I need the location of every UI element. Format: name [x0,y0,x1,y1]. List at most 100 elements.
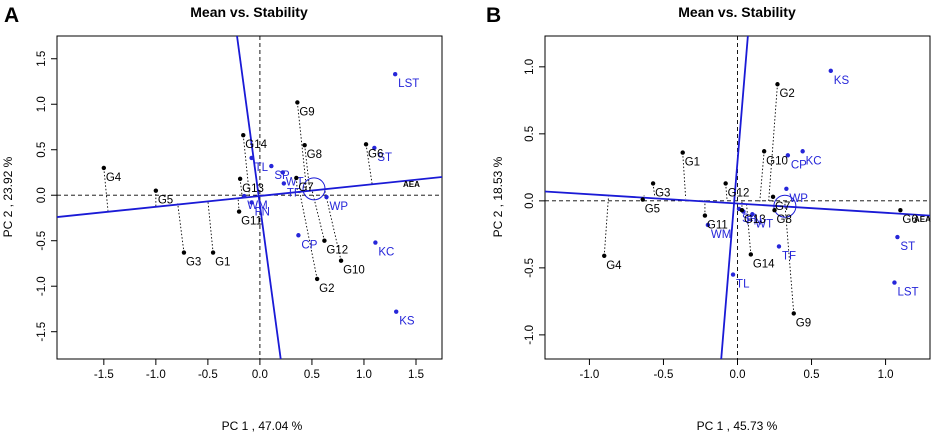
genotype-label-g7: G7 [298,182,313,194]
genotype-label-g6: G6 [902,214,917,226]
projection-line-g9 [296,102,308,191]
genotype-point-g5 [640,197,645,202]
genotype-point-g2 [314,276,320,282]
ideal-genotype-circle [773,194,797,218]
genotype-label-g2: G2 [779,88,794,100]
environment-point-st [895,234,900,240]
x-tick-label: 0.5 [804,369,820,381]
x-tick-label: -0.5 [654,369,674,381]
y-tick-label: 0.0 [36,187,48,203]
environment-point-wt [280,170,285,175]
genotype-point-g8 [302,142,307,148]
projection-line-g13 [239,178,243,198]
projection-line-g10 [759,151,765,203]
x-tick-label: 0.0 [730,369,746,381]
x-tick-label: -0.5 [198,369,218,381]
y-tick-label: 0.5 [524,126,536,142]
genotype-point-g3 [650,181,656,186]
environment-point-wp [324,194,329,200]
genotype-label-g3: G3 [655,187,670,199]
genotype-label-g7: G7 [775,201,790,213]
environment-label-cp: CP [301,239,317,251]
environment-point-wm [242,193,247,199]
environment-label-ks: KS [834,75,850,87]
environment-label-wm: WM [711,229,731,241]
environment-label-kc: KC [806,155,822,167]
genotype-point-g10 [761,149,767,154]
projection-line-g3 [177,203,185,253]
x-tick-label: -1.5 [94,369,114,381]
environment-point-tl [730,272,736,277]
plot-frame [56,35,443,360]
genotype-label-g8: G8 [777,214,792,226]
environment-label-wt: WT [286,176,304,188]
environment-point-wp [784,186,789,191]
environment-point-tf [776,244,782,249]
environment-label-st: ST [377,152,392,164]
x-tick-label: -1.0 [146,369,166,381]
y-tick-label: -1.5 [36,322,48,342]
x-ticks: -1.5 -1.0 -0.5 0.0 0.5 1.0 1.5 [94,359,424,381]
aea-lines [57,36,442,359]
genotype-point-g11 [236,209,242,214]
average-environment-axis [545,190,930,217]
genotype-point-g12 [723,181,728,186]
projection-line-g12 [725,183,728,201]
environment-point-cp [785,153,791,158]
environment-point-tl [249,155,254,161]
genotype-point-g5 [153,188,159,193]
y-tick-label: -0.5 [524,258,536,278]
genotype-point-g8 [772,208,777,213]
y-tick-label: 1.5 [36,51,48,67]
genotype-label-g9: G9 [796,317,811,329]
genotype-point-g14 [748,252,754,257]
genotype-point-g13 [237,176,243,182]
environment-label-tf: TF [782,250,796,262]
y-axis-label: PC 2 , 23.92 % [1,156,15,237]
environment-point-sp [269,163,274,169]
environment-label-lst: LST [897,287,918,299]
y-tick-label: 1.0 [524,59,536,75]
ata-perpendicular-axis [236,36,282,359]
x-tick-label: -1.0 [580,369,600,381]
projection-line-g2 [299,190,318,280]
environment-point-st [372,145,377,151]
environment-point-ks [828,68,833,74]
environment-label-sp: SP [274,170,290,182]
environment-point-lst [392,72,398,77]
genotype-label-g3: G3 [186,257,201,269]
environment-point-cp [296,233,301,238]
panel-b: B Mean vs. Stability -1.0 -0.5 0.0 0.5 1.0 -… [486,4,931,433]
genotype-point-g6 [898,208,903,213]
genotype-point-g3 [181,250,187,255]
environment-label-cp: CP [791,159,807,171]
genotype-point-g7 [294,175,299,181]
environment-label-fn: FN [746,216,761,228]
genotype-point-g2 [775,82,780,87]
projection-line-g4 [103,167,109,211]
y-ticks: -1.5 -1.0 -0.5 0.0 0.5 1.0 1.5 [36,51,57,342]
genotype-label-g13: G13 [744,214,766,226]
environment-label-kc: KC [378,247,394,259]
environment-point-kc [800,149,805,154]
genotype-point-g4 [101,165,107,171]
y-tick-label: -0.5 [36,231,48,251]
environment-label-wp: WP [330,201,349,213]
genotype-label-g12: G12 [326,245,348,257]
environment-point-fn [249,200,254,205]
genotype-label-g13: G13 [242,183,264,195]
environment-label-ks: KS [399,316,415,328]
environment-point-lst [892,280,897,285]
x-ticks: -1.0 -0.5 0.0 0.5 1.0 [580,359,894,381]
genotype-point-g6 [363,142,369,147]
x-tick-label: 1.0 [878,369,894,381]
average-environment-axis [57,176,442,218]
environment-label-fn: FN [255,207,270,219]
genotype-point-g10 [338,258,344,263]
environment-label-wt: WT [755,218,773,230]
genotype-point-g1 [210,250,216,255]
genotype-label-g14: G14 [245,139,267,151]
genotype-label-g6: G6 [368,148,383,160]
